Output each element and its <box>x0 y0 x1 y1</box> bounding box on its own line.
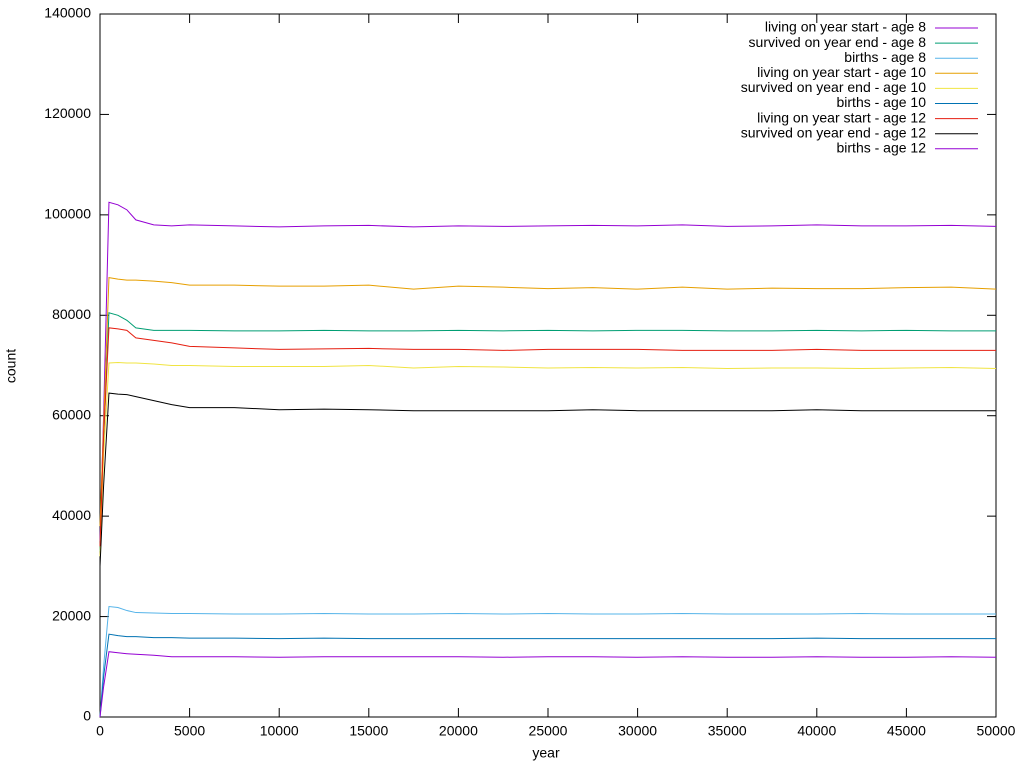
x-tick-label: 50000 <box>977 723 1016 739</box>
x-tick-label: 45000 <box>887 723 926 739</box>
data-line <box>99 277 997 527</box>
legend-label: living on year start - age 10 <box>757 64 926 80</box>
x-tick-label: 20000 <box>439 723 478 739</box>
y-tick-label: 140000 <box>44 5 91 21</box>
x-tick-label: 10000 <box>260 723 299 739</box>
x-tick-label: 40000 <box>797 723 836 739</box>
y-tick-label: 80000 <box>52 306 91 322</box>
data-line <box>99 327 996 547</box>
data-line <box>99 361 997 557</box>
data-line <box>99 312 996 552</box>
y-tick-label: 0 <box>83 708 91 724</box>
data-line <box>99 633 996 718</box>
data-line <box>99 651 997 718</box>
y-tick-label: 120000 <box>44 105 91 121</box>
legend-label: births - age 10 <box>837 94 927 110</box>
data-line <box>99 605 996 718</box>
y-axis-label: count <box>3 349 19 383</box>
y-tick-label: 100000 <box>44 206 91 222</box>
legend-label: births - age 12 <box>837 140 927 156</box>
legend-label: living on year start - age 8 <box>765 19 926 35</box>
data-line <box>99 392 996 567</box>
x-tick-label: 5000 <box>174 723 205 739</box>
legend-label: living on year start - age 12 <box>757 109 926 125</box>
data-line <box>99 201 997 542</box>
x-tick-label: 30000 <box>618 723 657 739</box>
y-tick-label: 40000 <box>52 507 91 523</box>
x-tick-label: 35000 <box>708 723 747 739</box>
legend-label: survived on year end - age 8 <box>749 34 927 50</box>
y-tick-label: 20000 <box>52 607 91 623</box>
y-tick-label: 60000 <box>52 406 91 422</box>
x-axis-label: year <box>532 745 560 761</box>
legend-label: survived on year end - age 10 <box>741 79 926 95</box>
legend-label: survived on year end - age 12 <box>741 124 926 140</box>
x-tick-label: 25000 <box>529 723 568 739</box>
legend-label: births - age 8 <box>844 49 926 65</box>
x-tick-label: 0 <box>96 723 104 739</box>
x-tick-label: 15000 <box>349 723 388 739</box>
